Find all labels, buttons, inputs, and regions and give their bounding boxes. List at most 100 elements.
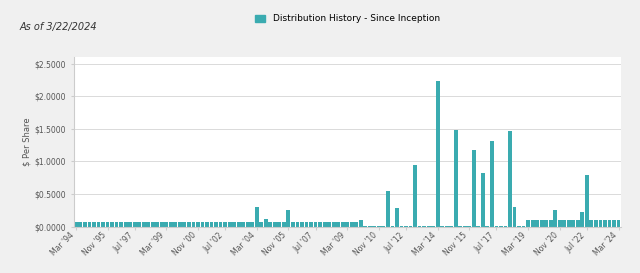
Bar: [381, 226, 385, 227]
Bar: [563, 220, 566, 227]
Bar: [612, 220, 616, 227]
Bar: [132, 222, 136, 227]
Bar: [408, 226, 412, 227]
Bar: [291, 222, 295, 227]
Bar: [350, 222, 354, 227]
Bar: [282, 222, 286, 227]
Bar: [124, 222, 127, 227]
Bar: [418, 226, 422, 227]
Bar: [74, 222, 78, 227]
Bar: [287, 210, 291, 227]
Bar: [300, 222, 304, 227]
Bar: [567, 220, 571, 227]
Bar: [404, 226, 408, 227]
Bar: [535, 220, 539, 227]
Bar: [531, 220, 534, 227]
Bar: [544, 220, 548, 227]
Bar: [580, 212, 584, 227]
Bar: [147, 222, 150, 227]
Bar: [214, 222, 218, 227]
Bar: [318, 222, 322, 227]
Bar: [594, 220, 598, 227]
Bar: [327, 222, 331, 227]
Bar: [101, 222, 105, 227]
Bar: [585, 174, 589, 227]
Bar: [173, 222, 177, 227]
Bar: [259, 222, 263, 227]
Bar: [340, 222, 344, 227]
Bar: [607, 220, 611, 227]
Bar: [237, 222, 241, 227]
Bar: [345, 222, 349, 227]
Bar: [142, 222, 146, 227]
Bar: [548, 220, 552, 227]
Bar: [119, 222, 123, 227]
Bar: [522, 226, 525, 227]
Bar: [83, 222, 87, 227]
Bar: [364, 226, 367, 227]
Bar: [156, 222, 159, 227]
Bar: [372, 226, 376, 227]
Bar: [210, 222, 214, 227]
Bar: [128, 222, 132, 227]
Bar: [241, 222, 245, 227]
Bar: [490, 141, 494, 227]
Bar: [309, 222, 313, 227]
Bar: [526, 220, 530, 227]
Bar: [486, 226, 490, 227]
Bar: [191, 222, 195, 227]
Bar: [323, 222, 326, 227]
Bar: [427, 226, 431, 227]
Bar: [558, 220, 562, 227]
Bar: [223, 222, 227, 227]
Bar: [182, 222, 186, 227]
Bar: [377, 226, 381, 227]
Bar: [499, 226, 503, 227]
Bar: [137, 222, 141, 227]
Bar: [616, 220, 620, 227]
Bar: [219, 222, 223, 227]
Bar: [278, 222, 282, 227]
Bar: [390, 226, 394, 227]
Bar: [554, 210, 557, 227]
Bar: [178, 222, 182, 227]
Bar: [164, 222, 168, 227]
Bar: [151, 222, 155, 227]
Bar: [504, 226, 508, 227]
Bar: [336, 222, 340, 227]
Bar: [413, 165, 417, 227]
Bar: [458, 226, 462, 227]
Bar: [268, 222, 272, 227]
Bar: [205, 222, 209, 227]
Y-axis label: $ Per Share: $ Per Share: [22, 118, 31, 166]
Bar: [463, 226, 467, 227]
Bar: [517, 226, 521, 227]
Bar: [79, 222, 83, 227]
Bar: [232, 222, 236, 227]
Bar: [160, 222, 164, 227]
Bar: [264, 219, 268, 227]
Bar: [250, 222, 254, 227]
Bar: [395, 208, 399, 227]
Bar: [386, 191, 390, 227]
Bar: [476, 226, 480, 227]
Bar: [472, 150, 476, 227]
Bar: [467, 226, 471, 227]
Bar: [572, 220, 575, 227]
Bar: [255, 207, 259, 227]
Bar: [88, 222, 92, 227]
Bar: [97, 222, 100, 227]
Bar: [110, 222, 114, 227]
Bar: [495, 226, 499, 227]
Bar: [540, 220, 543, 227]
Bar: [273, 222, 276, 227]
Bar: [431, 226, 435, 227]
Bar: [305, 222, 308, 227]
Bar: [200, 222, 204, 227]
Bar: [422, 226, 426, 227]
Bar: [589, 220, 593, 227]
Text: As of 3/22/2024: As of 3/22/2024: [19, 22, 97, 32]
Legend: Distribution History - Since Inception: Distribution History - Since Inception: [255, 14, 440, 23]
Bar: [296, 222, 300, 227]
Bar: [196, 222, 200, 227]
